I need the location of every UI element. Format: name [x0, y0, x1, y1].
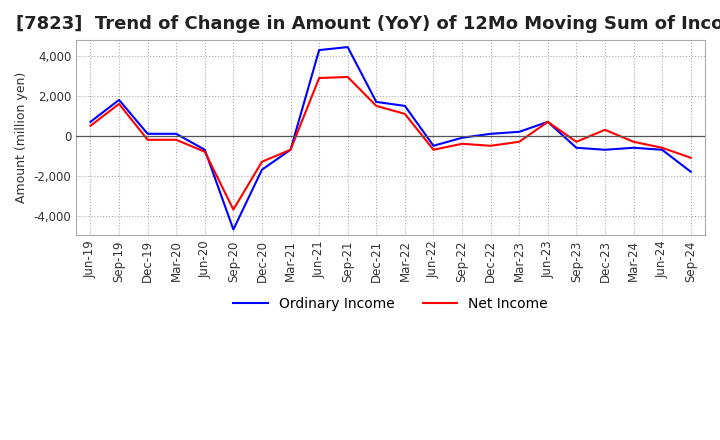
Net Income [629, 139, 638, 144]
Ordinary Income [400, 103, 409, 109]
Ordinary Income [114, 97, 123, 103]
Net Income [258, 159, 266, 165]
Ordinary Income [486, 131, 495, 136]
Net Income [486, 143, 495, 148]
Net Income [343, 74, 352, 80]
Ordinary Income [372, 99, 381, 105]
Ordinary Income [86, 119, 95, 125]
Ordinary Income [458, 135, 467, 140]
Net Income [86, 123, 95, 128]
Net Income [400, 111, 409, 117]
Net Income [200, 149, 209, 154]
Ordinary Income [658, 147, 667, 152]
Ordinary Income [515, 129, 523, 135]
Legend: Ordinary Income, Net Income: Ordinary Income, Net Income [228, 291, 554, 316]
Ordinary Income [287, 147, 295, 152]
Ordinary Income [629, 145, 638, 150]
Ordinary Income [429, 143, 438, 148]
Ordinary Income [258, 167, 266, 172]
Ordinary Income [686, 169, 695, 174]
Net Income [458, 141, 467, 147]
Ordinary Income [600, 147, 609, 152]
Net Income [229, 207, 238, 212]
Net Income [287, 147, 295, 152]
Ordinary Income [544, 119, 552, 125]
Net Income [429, 147, 438, 152]
Ordinary Income [343, 44, 352, 50]
Net Income [315, 75, 323, 81]
Line: Net Income: Net Income [91, 77, 690, 209]
Net Income [372, 103, 381, 109]
Net Income [686, 155, 695, 160]
Ordinary Income [143, 131, 152, 136]
Net Income [658, 145, 667, 150]
Ordinary Income [229, 227, 238, 232]
Net Income [600, 127, 609, 132]
Ordinary Income [572, 145, 581, 150]
Y-axis label: Amount (million yen): Amount (million yen) [15, 72, 28, 203]
Net Income [515, 139, 523, 144]
Ordinary Income [172, 131, 181, 136]
Net Income [572, 139, 581, 144]
Net Income [143, 137, 152, 143]
Net Income [544, 119, 552, 125]
Net Income [172, 137, 181, 143]
Ordinary Income [315, 48, 323, 53]
Line: Ordinary Income: Ordinary Income [91, 47, 690, 230]
Title: [7823]  Trend of Change in Amount (YoY) of 12Mo Moving Sum of Incomes: [7823] Trend of Change in Amount (YoY) o… [16, 15, 720, 33]
Net Income [114, 101, 123, 106]
Ordinary Income [200, 147, 209, 152]
